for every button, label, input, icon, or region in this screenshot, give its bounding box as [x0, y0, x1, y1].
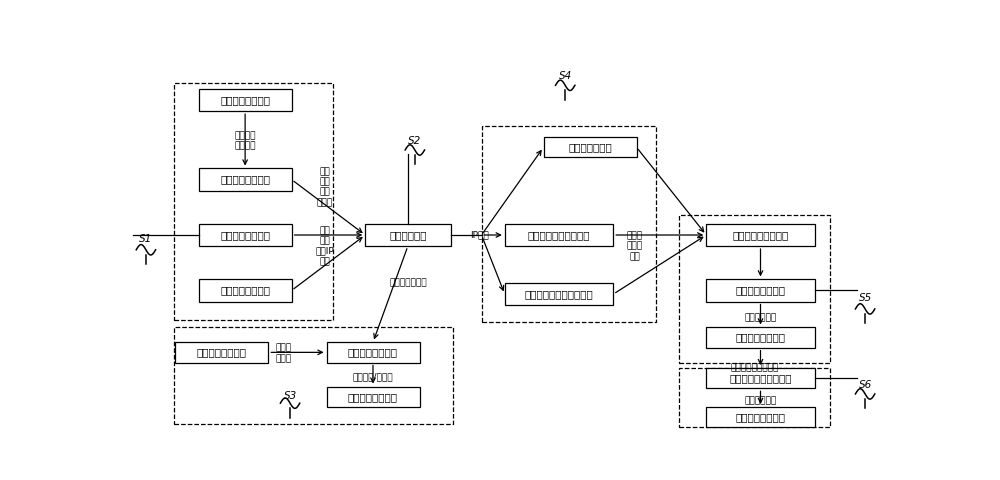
Text: 初始化刷新时间: 初始化刷新时间: [389, 278, 427, 288]
Bar: [326, 342, 420, 362]
Text: S2: S2: [408, 136, 421, 146]
Text: 数据通
信流量: 数据通 信流量: [275, 344, 291, 363]
Text: 加密
等级
排列
初设置: 加密 等级 排列 初设置: [317, 167, 333, 207]
Text: 设备数量统计单元: 设备数量统计单元: [220, 286, 270, 296]
Bar: [706, 327, 815, 348]
Text: 通信连接监测单元: 通信连接监测单元: [736, 286, 786, 296]
Bar: [679, 368, 830, 427]
Bar: [706, 224, 815, 246]
Bar: [199, 89, 292, 111]
Bar: [505, 283, 613, 305]
Bar: [544, 137, 637, 157]
Bar: [365, 224, 450, 246]
Bar: [174, 327, 453, 423]
Text: 传输方向匹配单元: 传输方向匹配单元: [736, 333, 786, 343]
Text: S3: S3: [283, 391, 297, 401]
Text: 负载均衡服务器定位单元: 负载均衡服务器定位单元: [525, 289, 593, 299]
Text: 数据传
输方向
预判: 数据传 输方向 预判: [627, 231, 643, 261]
Text: 负载均衡服务器类型: 负载均衡服务器类型: [730, 363, 778, 372]
Text: S5: S5: [858, 293, 872, 303]
Text: 客户端定位单元: 客户端定位单元: [568, 142, 612, 152]
Bar: [326, 386, 420, 407]
Text: 被访问服务器定位单元: 被访问服务器定位单元: [528, 230, 590, 240]
Text: 负载均衡/非攻击: 负载均衡/非攻击: [353, 373, 393, 382]
Text: 当前已有
加密方式: 当前已有 加密方式: [234, 131, 256, 150]
Bar: [706, 368, 815, 388]
Text: S1: S1: [139, 234, 153, 244]
Text: 传输方向预确认单元: 传输方向预确认单元: [732, 230, 789, 240]
Bar: [482, 126, 656, 322]
Bar: [706, 279, 815, 301]
Bar: [174, 84, 333, 320]
Bar: [175, 342, 268, 362]
Text: 负载均衡方式预测单元: 负载均衡方式预测单元: [729, 373, 792, 383]
Bar: [199, 168, 292, 191]
Text: 加密方式统计单元: 加密方式统计单元: [220, 95, 270, 105]
Text: S4: S4: [559, 71, 572, 81]
Text: IP地址: IP地址: [470, 230, 489, 240]
Bar: [706, 407, 815, 427]
Text: 加密方式调节单元: 加密方式调节单元: [736, 412, 786, 422]
Bar: [199, 279, 292, 301]
Text: S6: S6: [858, 380, 872, 390]
Text: 通信流量监测单元: 通信流量监测单元: [197, 348, 247, 357]
Text: 传输方向比对: 传输方向比对: [744, 313, 777, 323]
Text: 加密力度调整: 加密力度调整: [744, 396, 777, 405]
Text: 加密等级采集单元: 加密等级采集单元: [220, 175, 270, 185]
Text: 时间
用户
设备IP
地址: 时间 用户 设备IP 地址: [316, 226, 334, 266]
Text: 刷新时间采集单元: 刷新时间采集单元: [220, 230, 270, 240]
Text: 通信加密标记单元: 通信加密标记单元: [348, 392, 398, 402]
Text: 数据处理中心: 数据处理中心: [389, 230, 427, 240]
Bar: [505, 224, 613, 246]
Bar: [679, 215, 830, 362]
Text: 流量增幅分析单元: 流量增幅分析单元: [348, 348, 398, 357]
Bar: [199, 224, 292, 246]
